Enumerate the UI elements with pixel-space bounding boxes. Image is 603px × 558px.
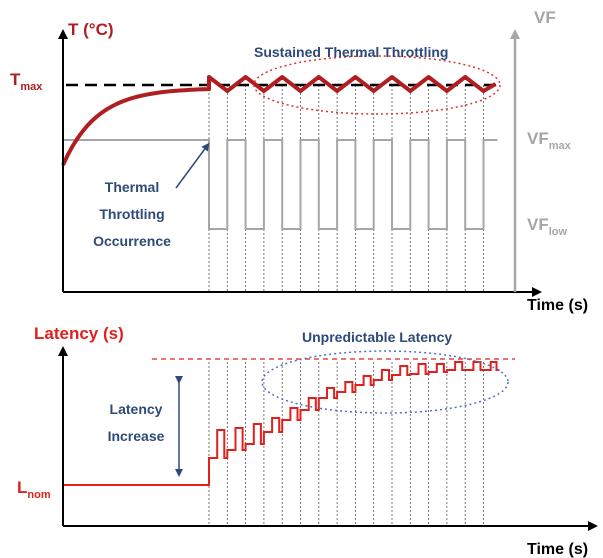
occurrence-label-line2: Throttling (99, 206, 164, 222)
latency-axis-label: Latency (s) (34, 324, 124, 343)
latency-increase-line2: Increase (108, 428, 165, 444)
vfmax-label: VFmax (527, 129, 572, 152)
vf-axis-label: VF (534, 8, 556, 27)
top-guide-lines (208, 85, 484, 292)
sustained-ellipse (253, 55, 501, 115)
occurrence-label-line1: Thermal (105, 179, 159, 195)
lnom-label: Lnom (17, 478, 51, 501)
latency-curve (63, 361, 500, 486)
occurrence-arrow (175, 142, 210, 189)
temperature-curve (61, 75, 497, 166)
top-time-axis-label: Time (s) (527, 297, 588, 314)
bottom-time-axis-label: Time (s) (527, 541, 588, 558)
unpredictable-ellipse (261, 350, 509, 414)
vf-signal (63, 139, 498, 230)
bottom-panel: Latency (s) Time (s) Lnom Unpredictable … (17, 324, 598, 558)
sustained-throttling-label: Sustained Thermal Throttling (254, 44, 448, 60)
latency-increase-line1: Latency (110, 401, 163, 417)
temperature-axis-label: T (°C) (68, 20, 114, 39)
vflow-label: VFlow (527, 215, 568, 238)
occurrence-label-line3: Occurrence (93, 233, 171, 249)
unpredictable-latency-label: Unpredictable Latency (302, 329, 452, 345)
tmax-label: Tmax (10, 70, 43, 93)
top-panel: T (°C) VF Time (s) Tmax VFmax VFlow Sust… (10, 8, 588, 314)
